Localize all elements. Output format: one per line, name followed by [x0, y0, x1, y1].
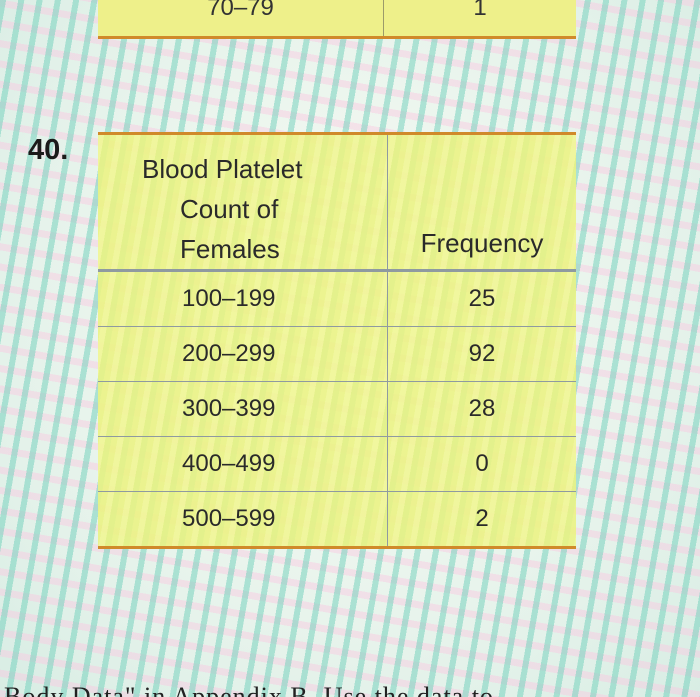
table-row: 100–199 25: [98, 271, 576, 326]
previous-table-fragment: 70–79 1: [98, 0, 576, 39]
frequency-cell: 92: [468, 340, 496, 367]
table-row: 200–299 92: [98, 326, 576, 381]
frequency-cell: 28: [468, 395, 496, 422]
header-frequency-label: Frequency: [420, 228, 544, 258]
class-cell: 100–199: [98, 272, 388, 326]
previous-table-range: 70–79: [207, 0, 274, 21]
class-cell: 400–499: [98, 437, 388, 491]
header-class-column: Blood Platelet Count of Females: [98, 135, 388, 269]
previous-table-range-cell: 70–79: [98, 0, 384, 36]
class-cell: 300–399: [98, 382, 388, 436]
table-row: 400–499 0: [98, 436, 576, 491]
footer-partial-text: Body Data" in Appendix B. Use the data t…: [0, 684, 700, 697]
class-cell: 200–299: [98, 327, 388, 381]
problem-number: 40.: [28, 134, 69, 166]
previous-table-frequency-cell: 1: [384, 0, 576, 36]
table-row: 300–399 28: [98, 381, 576, 436]
header-line-3: Females: [180, 234, 280, 264]
header-line-2: Count of: [180, 194, 279, 224]
footer-partial-text-container: Body Data" in Appendix B. Use the data t…: [0, 684, 700, 697]
header-frequency-column: Frequency: [388, 135, 576, 269]
frequency-cell: 0: [475, 450, 489, 477]
frequency-cell: 2: [475, 505, 489, 532]
class-cell: 500–599: [98, 492, 388, 546]
table-header-row: Blood Platelet Count of Females Frequenc…: [98, 135, 576, 271]
header-line-1: Blood Platelet: [142, 154, 303, 184]
frequency-cell: 25: [468, 285, 496, 312]
frequency-table: Blood Platelet Count of Females Frequenc…: [98, 132, 576, 549]
table-row: 500–599 2: [98, 491, 576, 546]
previous-table-frequency: 1: [473, 0, 487, 21]
